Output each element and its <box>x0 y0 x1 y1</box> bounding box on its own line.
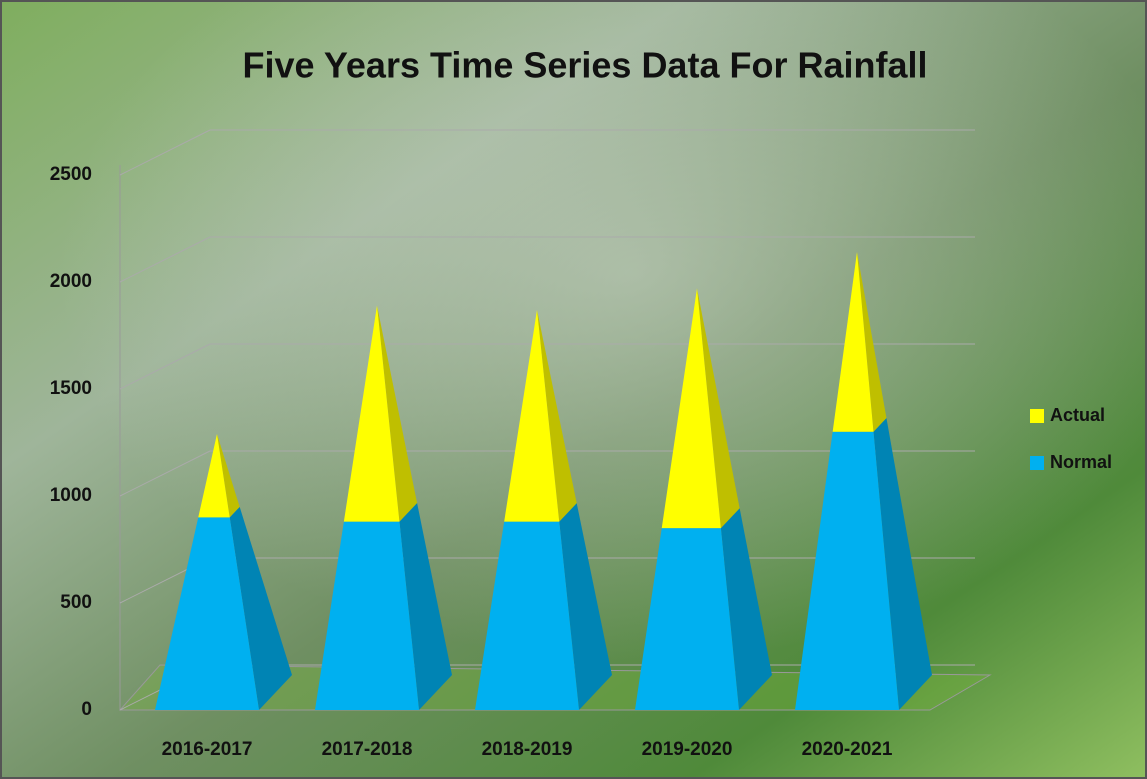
grid-line <box>119 343 211 390</box>
x-tick-label: 2017-2018 <box>322 739 413 760</box>
grid-line <box>119 236 211 283</box>
grid-line <box>119 129 211 176</box>
chart-title: Five Years Time Series Data For Rainfall <box>242 45 927 86</box>
x-tick-label: 2016-2017 <box>162 739 253 760</box>
pyramid-side <box>720 508 772 710</box>
pyramid-side <box>857 252 887 432</box>
pyramid-front <box>832 252 874 432</box>
pyramid-side <box>873 418 932 710</box>
pyramid-side <box>537 309 577 522</box>
y-tick-label: 1000 <box>50 485 92 506</box>
x-tick-label: 2020-2021 <box>802 739 893 760</box>
legend-swatch <box>1030 409 1044 423</box>
pyramid-front <box>343 305 400 522</box>
pyramid-side <box>217 433 240 518</box>
pyramid-front <box>795 431 899 710</box>
legend-label: Actual <box>1050 405 1105 425</box>
pyramid-front <box>155 517 259 710</box>
pyramid-front <box>315 521 419 710</box>
legend-label: Normal <box>1050 452 1112 472</box>
pyramid-front <box>661 288 721 529</box>
legend-swatch <box>1030 456 1044 470</box>
pyramid-front <box>198 433 230 518</box>
x-tick-label: 2018-2019 <box>482 739 573 760</box>
y-tick-label: 0 <box>81 699 92 720</box>
pyramid-side <box>697 288 740 529</box>
y-tick-label: 2500 <box>50 164 92 185</box>
grid-line <box>119 450 211 497</box>
pyramid-front <box>475 521 579 710</box>
pyramid-side <box>559 503 612 710</box>
pyramid-side <box>399 502 452 710</box>
pyramid-side <box>377 305 418 522</box>
y-tick-label: 500 <box>60 592 92 613</box>
y-tick-label: 1500 <box>50 378 92 399</box>
pyramid-side <box>229 506 292 710</box>
x-tick-label: 2019-2020 <box>642 739 733 760</box>
y-tick-label: 2000 <box>50 271 92 292</box>
pyramid-front <box>504 309 560 522</box>
pyramid-front <box>635 528 739 710</box>
